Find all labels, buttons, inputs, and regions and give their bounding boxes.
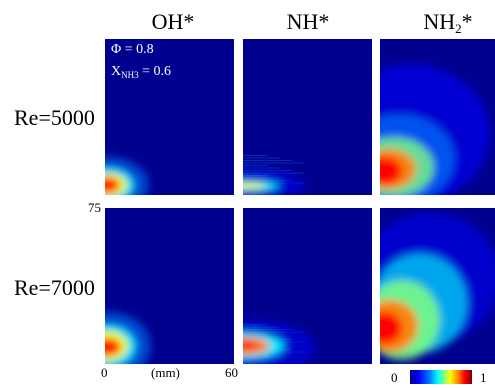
intensity-streak xyxy=(243,155,268,156)
intensity-contour xyxy=(243,341,259,349)
column-title-oh: OH* xyxy=(151,9,195,34)
x-tick-max: 60 xyxy=(225,365,238,380)
heatmap-field-re7000-nh xyxy=(243,208,372,364)
heatmap-field-re5000-nh xyxy=(243,39,372,195)
intensity-streak xyxy=(243,165,268,166)
heatmap-panel-re5000-nh2 xyxy=(380,39,495,195)
intensity-contour xyxy=(243,183,267,189)
intensity-contour xyxy=(105,338,121,356)
heatmap-panel-re7000-nh xyxy=(243,208,372,364)
intensity-streak xyxy=(243,157,280,159)
heatmap-panel-re7000-oh xyxy=(105,208,234,364)
intensity-contour xyxy=(105,177,120,193)
intensity-streak xyxy=(243,167,280,169)
heatmap-field-re7000-nh2 xyxy=(380,208,495,364)
equivalence-ratio-label: Φ = 0.8 xyxy=(111,42,154,57)
column-title-nh2: NH2* xyxy=(423,9,473,36)
ammonia-fraction-label: XNH3 = 0.6 xyxy=(111,64,172,80)
intensity-streak xyxy=(243,162,304,164)
y-tick-top: 75 xyxy=(88,200,101,215)
colorbar xyxy=(410,370,472,384)
heatmap-background xyxy=(243,39,372,195)
heatmap-field-re5000-oh xyxy=(105,39,234,195)
heatmap-panel-re5000-nh xyxy=(243,39,372,195)
colorbar-max-label: 1 xyxy=(480,370,487,385)
heatmap-field-re5000-nh2 xyxy=(380,39,495,195)
heatmap-panel-re5000-oh xyxy=(105,39,234,195)
x-tick-min: 0 xyxy=(101,365,108,380)
row-label-re5000: Re=5000 xyxy=(14,105,95,130)
heatmap-field-re7000-oh xyxy=(105,208,234,364)
heatmap-panel-re7000-nh2 xyxy=(380,208,495,364)
intensity-streak xyxy=(243,160,292,161)
intensity-contour xyxy=(380,157,402,185)
colorbar-min-label: 0 xyxy=(391,370,398,385)
column-title-nh: NH* xyxy=(286,9,330,34)
row-label-re7000: Re=7000 xyxy=(14,275,95,300)
intensity-contour xyxy=(380,312,402,344)
x-axis-unit: (mm) xyxy=(151,365,180,380)
